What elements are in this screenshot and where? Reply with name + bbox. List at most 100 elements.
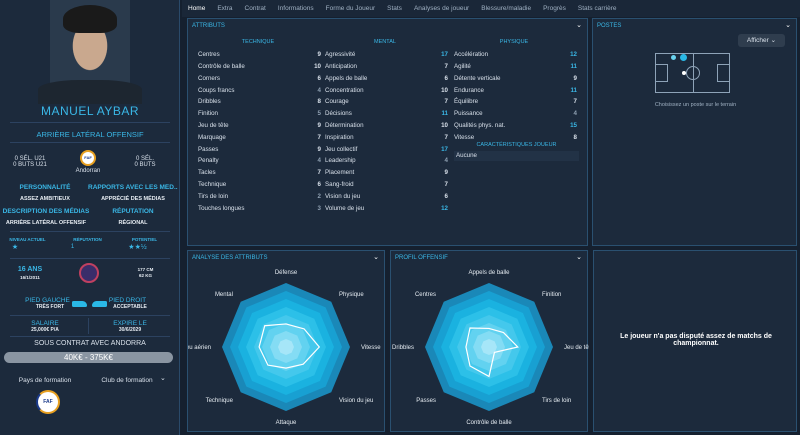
technique-header: TECHNIQUE (241, 39, 275, 45)
attribute-name: Anticipation (325, 63, 357, 71)
radar-axis-label: Technique (206, 398, 234, 404)
attribute-row[interactable]: Concentration 10 (325, 84, 448, 96)
attribute-value: 7 (444, 133, 448, 141)
attribute-row[interactable]: Leadership 4 (325, 155, 448, 167)
tab-3[interactable]: Informations (277, 5, 314, 12)
attribute-row[interactable]: Contrôle de balle 10 (198, 61, 321, 73)
radar-axis-label: Centres (415, 292, 436, 298)
attribute-row[interactable]: Jeu de tête 9 (198, 120, 321, 132)
tab-0[interactable]: Home (188, 5, 206, 12)
attribute-row[interactable]: Inspiration 7 (325, 132, 448, 144)
radar-axis-label: Finition (542, 292, 561, 298)
radar-axis-label: Vitesse (361, 345, 381, 351)
attribute-row[interactable]: Détente verticale 9 (454, 73, 577, 85)
attribute-value: 8 (573, 133, 577, 141)
attribute-name: Corners (198, 74, 221, 82)
radar-axis-label: Jeu aérien (188, 345, 211, 351)
position-dot-secondary[interactable] (671, 55, 676, 60)
club-logo (79, 263, 99, 283)
attribute-row[interactable]: Centres 9 (198, 49, 321, 61)
attribute-row[interactable]: Détermination 10 (325, 120, 448, 132)
attribute-row[interactable]: Penalty 4 (198, 155, 321, 167)
attribute-row[interactable]: Équilibre 7 (454, 96, 577, 108)
attribute-row[interactable]: Volume de jeu 12 (325, 202, 448, 214)
attribute-row[interactable]: Passes 9 (198, 143, 321, 155)
attribute-row[interactable]: Sang-froid 7 (325, 179, 448, 191)
attribute-value: 10 (441, 86, 448, 94)
attribute-name: Décisions (325, 110, 352, 118)
tab-1[interactable]: Extra (217, 5, 233, 12)
attribute-row[interactable]: Technique 6 (198, 179, 321, 191)
tab-2[interactable]: Contrat (244, 5, 266, 12)
tab-9[interactable]: Stats carrière (577, 5, 617, 12)
expires-value: 30/6/2029 (118, 327, 142, 333)
chevron-down-icon[interactable]: ⌄ (576, 254, 582, 261)
attribute-row[interactable]: Anticipation 7 (325, 61, 448, 73)
tab-7[interactable]: Blessure/maladie (481, 5, 532, 12)
right-boot-icon (92, 301, 107, 307)
tab-8[interactable]: Progrès (543, 5, 566, 12)
attribute-row[interactable]: Finition 5 (198, 108, 321, 120)
attribute-row[interactable]: Courage 7 (325, 96, 448, 108)
attribute-row[interactable]: Accélération 12 (454, 49, 577, 61)
attribute-value: 3 (317, 204, 321, 212)
attribute-name: Touches longues (198, 204, 245, 212)
attribute-row[interactable]: Marquage 7 (198, 132, 321, 144)
attribute-row[interactable]: Appels de balle 6 (325, 73, 448, 85)
attribute-row[interactable]: Vitesse 8 (454, 132, 577, 144)
right-foot-label: PIED DROIT (108, 297, 147, 304)
media-value: APPRÉCIÉ DES MÉDIAS (101, 196, 165, 202)
attribute-row[interactable]: Vision du jeu 6 (325, 191, 448, 203)
player-photo-shirt (38, 80, 142, 104)
show-button[interactable]: Afficher ⌄ (738, 34, 785, 47)
position-dot-tertiary[interactable] (682, 71, 686, 75)
attribute-value: 7 (573, 98, 577, 106)
attribute-row[interactable]: Tacles 7 (198, 167, 321, 179)
chevron-down-icon[interactable]: ⌄ (576, 22, 582, 29)
attribute-row[interactable]: Dribbles 8 (198, 96, 321, 108)
chevron-down-icon[interactable]: ⌄ (373, 254, 379, 261)
attribute-row[interactable]: Tirs de loin 2 (198, 191, 321, 203)
attribute-value: 5 (317, 110, 321, 118)
attribute-row[interactable]: Décisions 11 (325, 108, 448, 120)
physique-header: PHYSIQUE (499, 39, 529, 45)
attribute-row[interactable]: Corners 6 (198, 73, 321, 85)
league-stats-panel: Le joueur n'a pas disputé assez de match… (593, 250, 797, 432)
radar-axis-label: Physique (339, 292, 364, 298)
potential-label: POTENTIEL (131, 237, 158, 242)
attribute-row[interactable]: Placement 9 (325, 167, 448, 179)
right-foot-value: ACCEPTABLE (113, 304, 147, 310)
u21-caps: 0 SÉL. U21 (14, 156, 46, 162)
attribute-value: 9 (573, 74, 577, 82)
attribute-value: 7 (444, 63, 448, 71)
date-of-birth: 16/1/2011 (20, 275, 40, 280)
media-desc-label: DESCRIPTION DES MÉDIAS (2, 208, 90, 215)
attribute-row[interactable]: Qualités phys. nat. 15 (454, 120, 577, 132)
attribute-row[interactable]: Coups francs 4 (198, 84, 321, 96)
attribute-name: Inspiration (325, 133, 354, 141)
attribute-row[interactable]: Agilité 11 (454, 61, 577, 73)
chevron-down-icon[interactable]: ⌄ (785, 22, 791, 29)
tab-5[interactable]: Stats (387, 5, 402, 12)
position-dot-primary[interactable] (680, 54, 687, 61)
attribute-row[interactable]: Agressivité 17 (325, 49, 448, 61)
attribute-name: Appels de balle (325, 74, 368, 82)
tab-6[interactable]: Analyses de joueur (413, 5, 470, 12)
attribute-row[interactable]: Puissance 4 (454, 108, 577, 120)
attribute-value: 17 (441, 51, 448, 59)
personality-label: PERSONNALITÉ (19, 184, 71, 191)
attribute-row[interactable]: Endurance 11 (454, 84, 577, 96)
chevron-down-icon[interactable]: ⌄ (160, 375, 166, 382)
left-foot-label: PIED GAUCHE (25, 297, 70, 304)
position-pitch[interactable] (655, 53, 730, 93)
attribute-value: 4 (317, 157, 321, 165)
attribute-value: 7 (444, 98, 448, 106)
attribute-row[interactable]: Jeu collectif 17 (325, 143, 448, 155)
positions-title: POSTES (597, 23, 622, 29)
current-ability-stars: ★ (11, 244, 19, 251)
personality-value: ASSEZ AMBITIEUX (20, 196, 70, 202)
attribute-row[interactable]: Touches longues 3 (198, 202, 321, 214)
tab-4[interactable]: Forme du Joueur (325, 5, 376, 12)
attribute-name: Tirs de loin (198, 192, 229, 200)
rep-label: RÉPUTATION (73, 237, 102, 242)
